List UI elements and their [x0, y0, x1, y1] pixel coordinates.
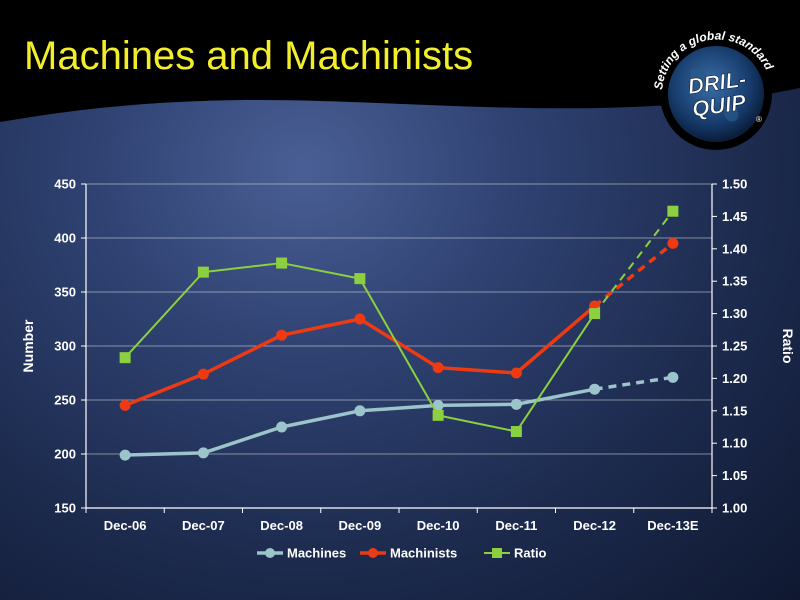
page-title: Machines and Machinists — [24, 34, 474, 78]
ratio-estimate-line — [593, 210, 674, 315]
y-right-tick-label: 1.30 — [722, 306, 747, 321]
x-tick-label: Dec-09 — [339, 518, 382, 533]
y-left-axis-title: Number — [20, 319, 36, 372]
machinists-point — [276, 329, 288, 341]
x-tick-label: Dec-06 — [104, 518, 147, 533]
machines-point — [510, 398, 522, 410]
machinists-point — [354, 313, 366, 325]
machines-point — [119, 449, 131, 461]
y-right-tick-label: 1.05 — [722, 468, 747, 483]
axes: 150 200 250 300 350 400 450 1.00 1.05 1.10 1.15 1.2… — [20, 177, 796, 534]
machinists-point — [510, 367, 522, 379]
legend-machinists-marker — [368, 548, 378, 558]
y-right-tick-label: 1.35 — [722, 274, 747, 289]
y-right-tick-label: 1.25 — [722, 339, 747, 354]
ratio-point — [354, 273, 366, 285]
gridlines — [86, 183, 712, 455]
machinists-point — [667, 237, 679, 249]
machines-point — [667, 371, 679, 383]
y-right-tick-label: 1.10 — [722, 436, 747, 451]
y-right-tick-label: 1.15 — [722, 403, 747, 418]
ratio-point — [197, 266, 209, 278]
logo-registered-mark: ® — [756, 115, 762, 124]
legend: Machines Machinists Ratio — [257, 546, 547, 561]
legend-machinists-label: Machinists — [390, 546, 457, 561]
machinists-point — [432, 362, 444, 374]
y-left-tick-label: 350 — [54, 285, 76, 300]
ratio-point — [119, 352, 131, 364]
x-tick-label: Dec-07 — [182, 518, 225, 533]
machinists-point — [119, 399, 131, 411]
y-left-tick-label: 250 — [54, 393, 76, 408]
legend-ratio-marker — [492, 548, 502, 558]
ratio-point — [667, 205, 679, 217]
machinists-estimate-line — [593, 242, 674, 308]
machines-estimate-line — [594, 375, 674, 391]
ratio-point — [589, 308, 601, 320]
y-right-axis-title: Ratio — [780, 329, 796, 364]
x-tick-label: Dec-08 — [260, 518, 303, 533]
ratio-point — [432, 409, 444, 421]
x-tick-label: Dec-11 — [495, 518, 537, 533]
ratio-point — [510, 426, 522, 438]
y-right-tick-label: 1.00 — [722, 501, 747, 516]
y-right-tick-label: 1.45 — [722, 209, 747, 224]
machines-point — [432, 399, 444, 411]
series-group — [119, 205, 679, 461]
y-right-tick-label: 1.50 — [722, 177, 747, 192]
y-left-tick-label: 150 — [54, 501, 76, 516]
y-left-tick-label: 450 — [54, 177, 76, 192]
dril-quip-logo: Setting a global standard DRIL- QUIP ® — [651, 28, 777, 150]
ratio-point — [276, 257, 288, 269]
x-tick-label: Dec-13E — [647, 518, 699, 533]
machines-point — [354, 405, 366, 417]
x-tick-label: Dec-12 — [573, 518, 616, 533]
y-left-tick-label: 400 — [54, 231, 76, 246]
x-tick-label: Dec-10 — [417, 518, 460, 533]
y-right-tick-label: 1.40 — [722, 241, 747, 256]
machines-line — [125, 387, 595, 457]
machines-point — [197, 447, 209, 459]
machines-point — [276, 421, 288, 433]
y-right-tick-label: 1.20 — [722, 371, 747, 386]
legend-machines-marker — [265, 548, 275, 558]
machines-point — [589, 383, 601, 395]
y-left-tick-label: 300 — [54, 339, 76, 354]
machinists-point — [197, 368, 209, 380]
y-left-tick-label: 200 — [54, 447, 76, 462]
legend-ratio-label: Ratio — [514, 546, 547, 561]
legend-machines-label: Machines — [287, 546, 346, 561]
